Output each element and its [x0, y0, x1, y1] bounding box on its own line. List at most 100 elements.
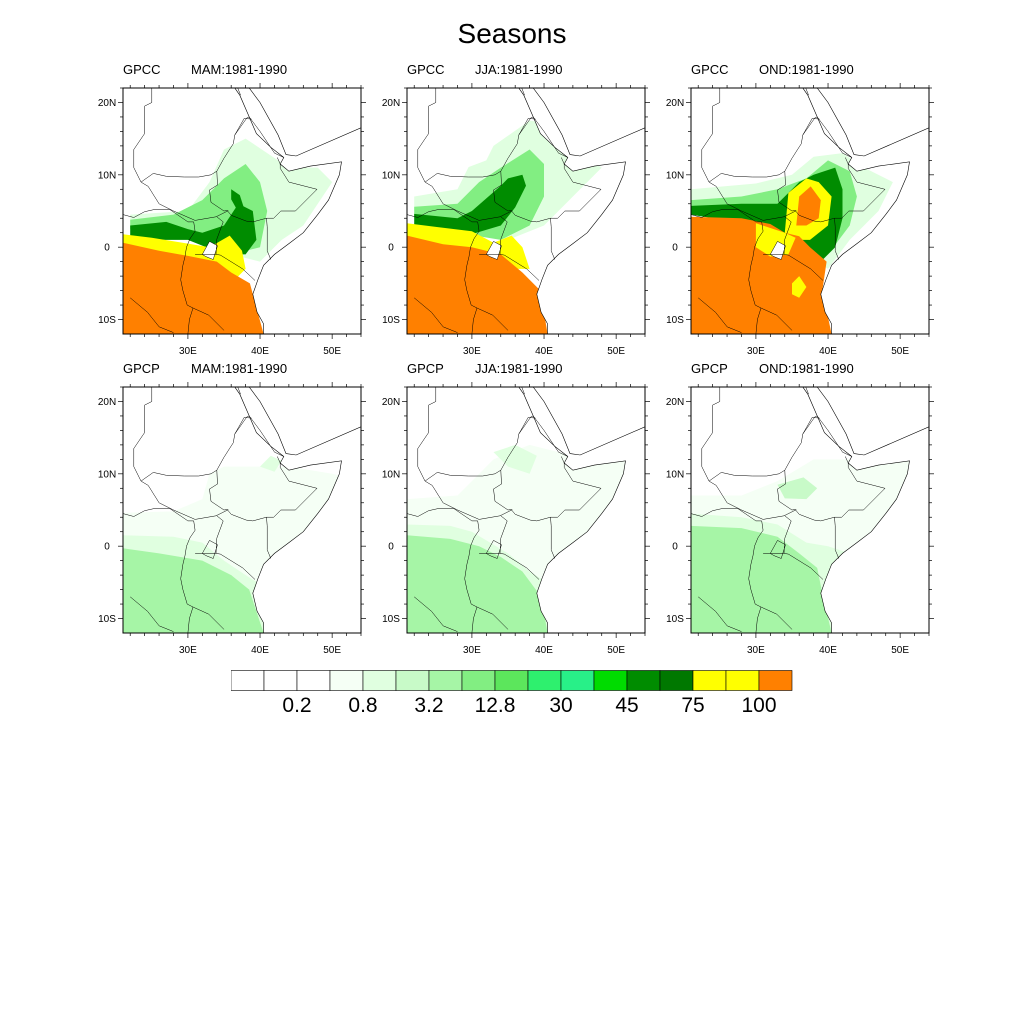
lat-tick-label: 10N: [98, 469, 116, 480]
colorbar-box: [494, 670, 529, 691]
colorbar-label: 100: [741, 694, 776, 717]
lat-tick-label: 10S: [666, 315, 684, 326]
lake-outline: [770, 241, 786, 260]
lon-tick-label: 40E: [535, 645, 553, 656]
country-border: [499, 216, 508, 255]
lon-tick-label: 30E: [463, 346, 481, 357]
lat-tick-label: 10S: [382, 315, 400, 326]
colorbar-box: [461, 670, 496, 691]
coastline: [816, 387, 929, 456]
map-panel-gpcc-jja: GPCC JJA:1981-1990 30E 40E 50E 20N 10N 0 10S: [382, 62, 689, 357]
colorbar-box: [593, 670, 628, 691]
colorbar-box: [329, 670, 364, 691]
panel-season-label: JJA:1981-1990: [475, 62, 563, 77]
colorbar-label: 0.8: [348, 694, 377, 717]
country-border: [277, 456, 281, 464]
country-border: [424, 417, 536, 482]
country-border: [130, 297, 174, 333]
lat-tick-label: 10S: [382, 614, 400, 625]
country-border: [407, 209, 478, 223]
country-border: [424, 480, 551, 522]
precip-field: [123, 88, 361, 334]
country-border: [834, 218, 840, 260]
coastline: [248, 387, 361, 456]
panel-dataset-label: GPCC: [123, 62, 161, 77]
country-border: [471, 606, 478, 633]
country-border: [550, 218, 556, 260]
lat-tick-label: 20N: [382, 397, 400, 408]
country-border: [748, 221, 793, 331]
country-border: [805, 387, 809, 395]
precip-contour: [414, 174, 526, 237]
country-border: [802, 415, 852, 457]
country-border: [698, 596, 742, 632]
lat-tick-label: 0: [672, 542, 678, 553]
country-border: [550, 164, 602, 219]
country-border: [133, 88, 153, 183]
country-border: [187, 307, 194, 334]
colorbar-label: 30: [549, 694, 572, 717]
country-border: [708, 417, 820, 482]
country-border: [701, 387, 721, 482]
precip-contour: [123, 548, 264, 633]
country-border: [698, 297, 742, 333]
lat-tick-label: 0: [388, 542, 394, 553]
country-border: [195, 254, 256, 281]
coastline: [123, 387, 342, 633]
country-border: [130, 596, 174, 632]
coastline: [407, 88, 626, 334]
country-border: [691, 209, 762, 223]
country-border: [834, 164, 886, 219]
country-border: [266, 463, 318, 518]
colorbar-box: [296, 670, 331, 691]
country-border: [755, 307, 762, 334]
precip-contour: [755, 223, 796, 257]
country-border: [215, 216, 224, 255]
lake-outline: [486, 540, 502, 559]
lake-outline: [202, 540, 218, 559]
country-border: [834, 463, 886, 518]
country-border: [550, 463, 602, 518]
country-border: [763, 254, 824, 281]
map-plot: 30E 40E 50E 20N 10N 0 10S: [666, 382, 934, 656]
country-border: [708, 118, 820, 183]
precip-field: [691, 387, 929, 633]
lat-tick-label: 10S: [98, 315, 116, 326]
lake-outline: [202, 241, 218, 260]
colorbar-label: 45: [615, 694, 638, 717]
map-plot: 30E 40E 50E 20N 10N 0 10S: [98, 83, 366, 357]
lon-tick-label: 30E: [463, 645, 481, 656]
lat-tick-label: 20N: [666, 397, 684, 408]
coastline: [532, 88, 645, 157]
lon-tick-label: 30E: [747, 346, 765, 357]
precip-field: [123, 387, 361, 633]
country-border: [140, 480, 267, 522]
country-border: [140, 417, 252, 482]
precip-contour: [123, 242, 264, 334]
precip-contour: [202, 241, 218, 260]
country-border: [518, 415, 568, 457]
lat-tick-label: 10N: [98, 170, 116, 181]
map-frame: [406, 87, 646, 335]
country-border: [215, 515, 224, 554]
precip-contour: [260, 455, 282, 472]
country-border: [424, 118, 536, 183]
lon-tick-label: 40E: [819, 645, 837, 656]
colorbar: 0.2 0.8 3.2 12.8 30 45 75 100: [231, 670, 793, 717]
country-border: [708, 181, 835, 223]
lon-tick-label: 30E: [179, 346, 197, 357]
country-border: [777, 171, 797, 212]
country-border: [140, 181, 267, 223]
lat-tick-label: 20N: [98, 397, 116, 408]
country-border: [521, 88, 525, 96]
lat-tick-label: 10N: [666, 170, 684, 181]
panel-dataset-label: GPCC: [691, 62, 729, 77]
colorbar-box: [692, 670, 727, 691]
lon-tick-label: 30E: [179, 645, 197, 656]
country-border: [266, 218, 272, 260]
country-border: [499, 515, 508, 554]
country-border: [209, 470, 229, 511]
colorbar-box: [758, 670, 793, 691]
map-frame: [406, 386, 646, 634]
country-border: [123, 209, 194, 223]
